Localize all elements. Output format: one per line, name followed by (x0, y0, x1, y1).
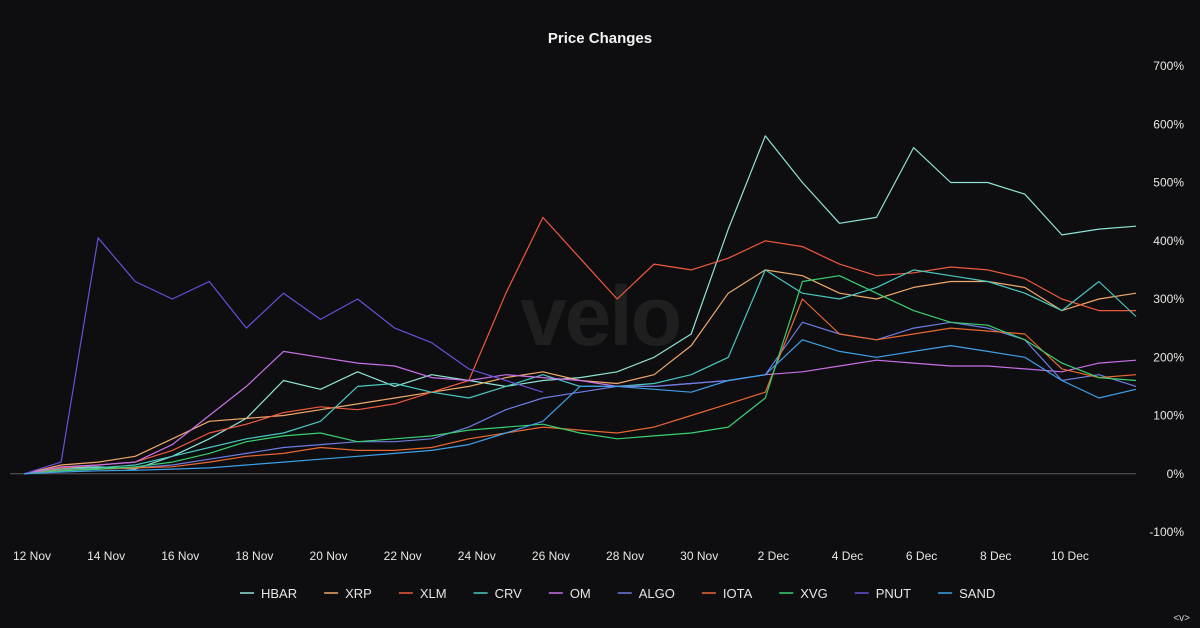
y-tick-label: 200% (1153, 350, 1184, 364)
x-tick-label: 18 Nov (235, 549, 273, 563)
x-tick-label: 26 Nov (532, 549, 570, 563)
series-line-xlm (23, 216, 1136, 475)
series-line-om (23, 350, 1137, 475)
legend-item-hbar[interactable]: HBAR (240, 586, 297, 601)
y-axis: 700% 600% 500% 400% 300% 200% 100% 0% -100% (1149, 59, 1184, 539)
legend-label: XVG (800, 586, 827, 601)
x-tick-label: 22 Nov (384, 549, 422, 563)
legend-item-pnut[interactable]: PNUT (854, 586, 911, 601)
legend-item-xlm[interactable]: XLM (398, 586, 447, 601)
series-line-xvg (23, 275, 1137, 475)
series-lines (23, 135, 1137, 475)
series-line-hbar (23, 135, 1137, 475)
chart-title: Price Changes (548, 30, 652, 47)
series-line-iota (23, 298, 1137, 475)
legend-item-om[interactable]: OM (548, 586, 591, 601)
x-tick-label: 14 Nov (87, 549, 125, 563)
x-tick-label: 30 Nov (680, 549, 718, 563)
x-tick-label: 16 Nov (161, 549, 199, 563)
series-line-sand (23, 339, 1137, 475)
x-tick-label: 2 Dec (758, 549, 789, 563)
legend-label: ALGO (639, 586, 675, 601)
legend-label: XRP (345, 586, 372, 601)
y-tick-label: 100% (1153, 409, 1184, 423)
y-tick-label: 400% (1153, 234, 1184, 248)
legend: HBAR XRP XLM CRV OM ALGO IOTA XVG PNUT SAND (240, 586, 995, 601)
series-line-pnut (23, 237, 544, 475)
legend-label: HBAR (261, 586, 297, 601)
x-tick-label: 12 Nov (13, 549, 51, 563)
x-tick-label: 20 Nov (310, 549, 348, 563)
legend-label: XLM (420, 586, 447, 601)
x-tick-label: 28 Nov (606, 549, 644, 563)
y-tick-label: 500% (1153, 176, 1184, 190)
x-tick-label: 4 Dec (832, 549, 863, 563)
legend-label: PNUT (876, 586, 911, 601)
velo-watermark: velo (520, 269, 680, 363)
x-tick-label: 8 Dec (980, 549, 1011, 563)
y-tick-label: 300% (1153, 292, 1184, 306)
legend-label: CRV (495, 586, 523, 601)
y-tick-label: -100% (1149, 525, 1184, 539)
y-tick-label: 600% (1153, 117, 1184, 131)
legend-item-xvg[interactable]: XVG (779, 586, 828, 601)
y-tick-label: 700% (1153, 59, 1184, 73)
legend-item-xrp[interactable]: XRP (324, 586, 372, 601)
y-tick-label: 0% (1167, 467, 1185, 481)
legend-label: SAND (959, 586, 995, 601)
legend-item-iota[interactable]: IOTA (701, 586, 753, 601)
legend-item-algo[interactable]: ALGO (617, 586, 675, 601)
x-tick-label: 24 Nov (458, 549, 496, 563)
legend-item-sand[interactable]: SAND (938, 586, 995, 601)
chart-nav-control[interactable]: <v> (1173, 613, 1190, 624)
legend-label: OM (570, 586, 591, 601)
x-axis: 12 Nov 14 Nov 16 Nov 18 Nov 20 Nov 22 Nov 24 N… (13, 549, 1089, 563)
x-tick-label: 10 Dec (1051, 549, 1089, 563)
x-tick-label: 6 Dec (906, 549, 937, 563)
legend-label: IOTA (723, 586, 753, 601)
legend-item-crv[interactable]: CRV (473, 586, 523, 601)
